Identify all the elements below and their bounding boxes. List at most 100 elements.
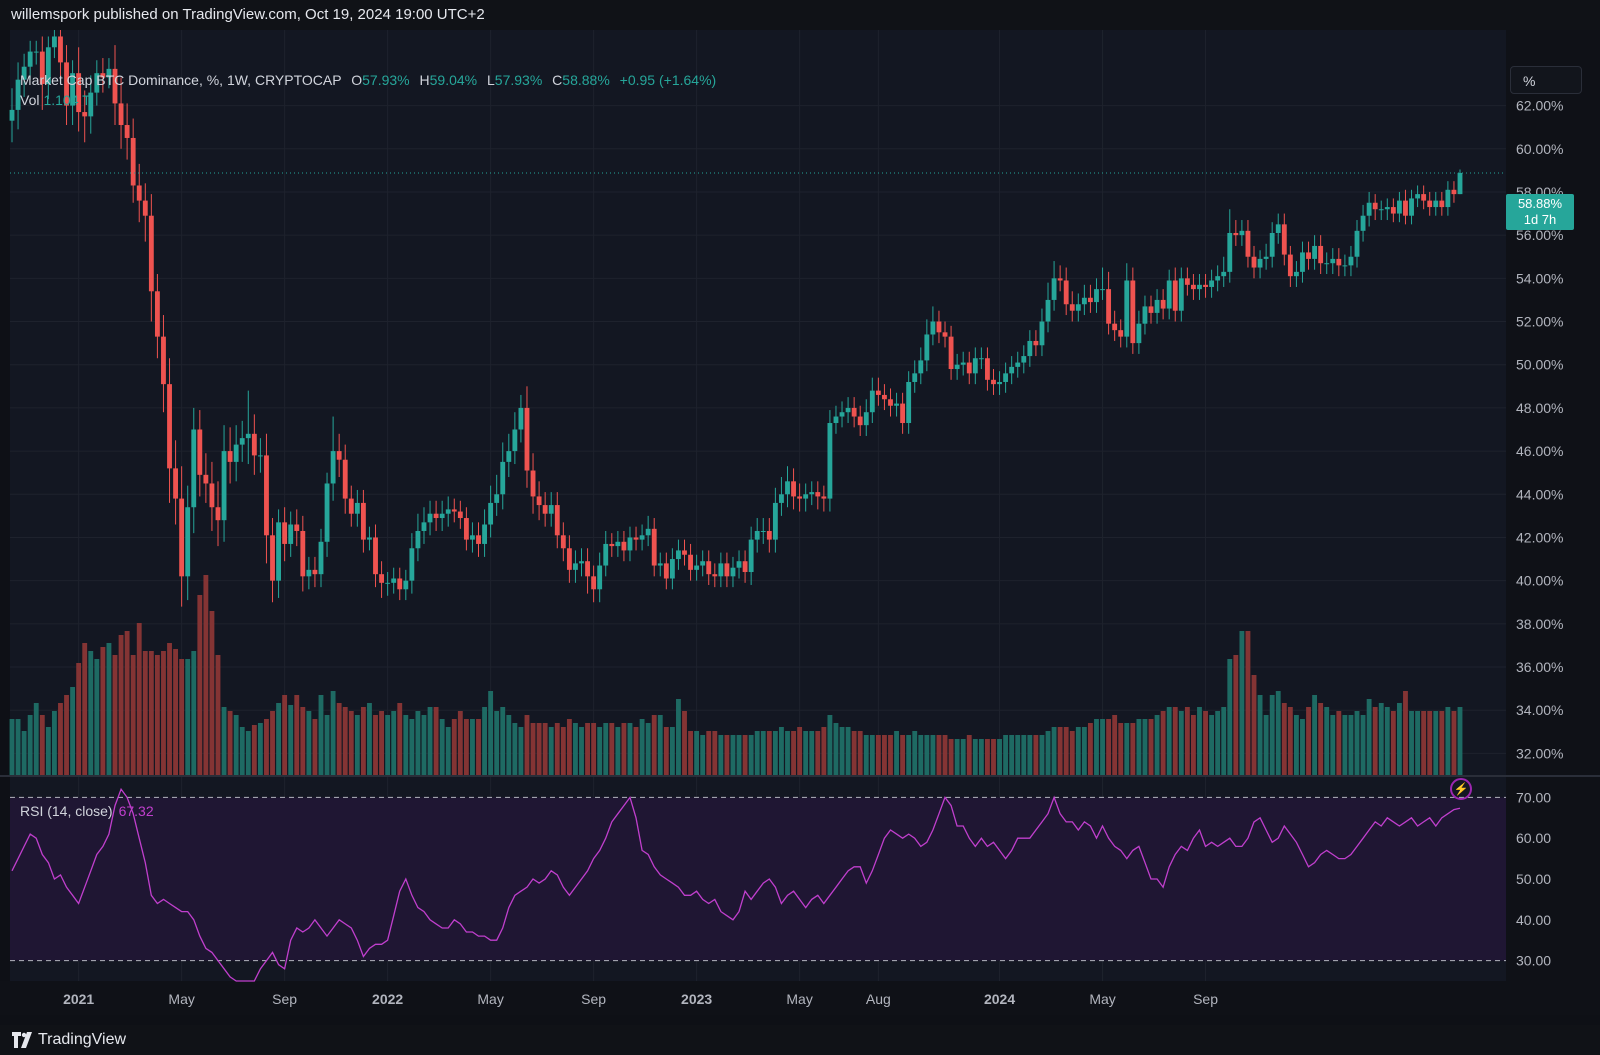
candle-body	[930, 321, 936, 335]
candle-body	[385, 582, 391, 584]
volume-bar	[791, 731, 796, 775]
volume-bar	[1427, 711, 1433, 775]
volume-bar	[1390, 711, 1396, 775]
candle-body	[548, 505, 554, 514]
volume-bar	[851, 731, 857, 775]
candle-body	[779, 494, 784, 503]
candle-body	[403, 580, 409, 590]
candle-body	[1245, 230, 1251, 257]
volume-bar	[33, 703, 39, 775]
time-tick-label: May	[786, 991, 812, 1007]
volume-bar	[385, 715, 391, 775]
candle-body	[439, 513, 445, 519]
volume-bar	[1124, 723, 1130, 775]
volume-bar	[330, 691, 336, 775]
volume-bar	[1227, 659, 1233, 775]
tradingview-logo-icon	[12, 1032, 32, 1048]
candle-body	[106, 68, 112, 78]
volume-bar	[1269, 695, 1275, 775]
volume-bar	[82, 643, 88, 775]
candle-body	[1318, 245, 1324, 264]
rsi-tick-label: 60.00	[1516, 830, 1551, 846]
candle-body	[924, 334, 930, 361]
candle-body	[1184, 278, 1190, 285]
candle-body	[197, 429, 203, 475]
chart-stage[interactable]: 62.00% 60.00% 58.00% 56.00% 54.00% 52.00% 50.0…	[0, 30, 1600, 1015]
candle-body	[51, 36, 57, 48]
volume-bar	[276, 703, 282, 775]
candle-body	[1021, 356, 1027, 363]
volume-bar	[1415, 711, 1421, 775]
volume-bar	[742, 735, 748, 775]
brand-name[interactable]: TradingView	[38, 1031, 127, 1048]
volume-bar	[548, 727, 554, 775]
candle-body	[324, 483, 330, 542]
volume-bar	[354, 715, 360, 775]
last-price-value: 58.88%	[1517, 196, 1563, 211]
volume-bar	[148, 651, 154, 775]
time-tick-label: May	[477, 991, 503, 1007]
candle-body	[1075, 304, 1081, 311]
candle-body	[142, 200, 148, 216]
candle-body	[888, 399, 893, 406]
volume-bar	[403, 715, 409, 775]
volume-bar	[257, 723, 263, 775]
candle-body	[1312, 245, 1318, 259]
candle-body	[94, 73, 100, 93]
candle-body	[167, 384, 172, 469]
candle-body	[912, 373, 918, 382]
volume-bar	[724, 735, 730, 775]
volume-bar	[954, 739, 960, 775]
volume-bar	[1094, 719, 1099, 775]
volume-bar	[900, 735, 906, 775]
candle-body	[1069, 304, 1075, 311]
volume-bar	[1160, 711, 1166, 775]
rsi-tick-label: 40.00	[1516, 912, 1551, 928]
candle-body	[857, 416, 863, 426]
candle-body	[397, 578, 403, 590]
candle-body	[203, 474, 209, 484]
candle-body	[724, 563, 730, 577]
candle-body	[112, 68, 118, 104]
lightning-icon[interactable]: ⚡	[1450, 778, 1472, 800]
candle-body	[1178, 278, 1184, 311]
candle-body	[1136, 323, 1142, 344]
candle-body	[797, 496, 803, 499]
volume-bar	[348, 711, 354, 775]
volume-label[interactable]: Vol	[20, 92, 40, 108]
candle-body	[421, 522, 427, 531]
candle-body	[851, 407, 857, 417]
candle-body	[1221, 271, 1227, 277]
volume-bar	[560, 727, 566, 775]
candle-body	[530, 470, 536, 497]
volume-bar	[797, 727, 803, 775]
candle-body	[1390, 207, 1396, 214]
volume-bar	[251, 725, 257, 775]
volume-bar	[1445, 707, 1451, 775]
volume-bar	[179, 659, 185, 775]
candle-body	[833, 416, 839, 424]
candle-body	[663, 563, 669, 579]
candle-body	[506, 451, 512, 462]
candle-body	[766, 530, 772, 540]
rsi-label[interactable]: RSI (14, close)	[20, 803, 113, 819]
candle-body	[1403, 200, 1408, 216]
volume-bar	[694, 731, 700, 775]
price-tick-label: 42.00%	[1516, 529, 1563, 545]
symbol-title[interactable]: Market Cap BTC Dominance, %, 1W, CRYPTOC…	[20, 72, 342, 88]
candle-body	[863, 412, 869, 426]
candle-body	[1112, 323, 1118, 331]
scale-mode-button[interactable]: %	[1510, 66, 1582, 94]
chart-canvas[interactable]: 62.00%60.00%58.00%56.00%54.00%52.00%50.0…	[0, 30, 1600, 1015]
volume-bar	[1457, 707, 1463, 775]
candle-body	[433, 513, 439, 519]
candle-body	[730, 567, 736, 577]
volume-bar	[875, 735, 881, 775]
candle-body	[1330, 258, 1336, 264]
volume-bar	[1027, 735, 1033, 775]
candle-body	[482, 524, 487, 544]
volume-bar	[1057, 727, 1063, 775]
volume-bar	[1421, 711, 1427, 775]
candle-body	[1130, 280, 1136, 344]
volume-bar	[657, 715, 663, 775]
